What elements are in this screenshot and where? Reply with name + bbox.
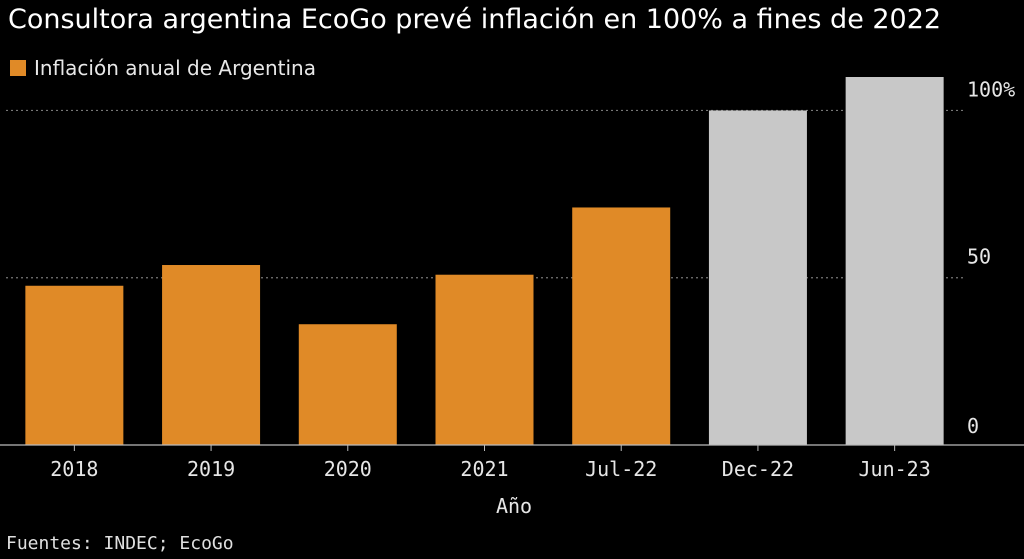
x-tick-label: 2019 (187, 457, 235, 481)
bar-2019 (162, 265, 261, 445)
bar-2020 (298, 324, 397, 445)
axes (0, 444, 1024, 451)
x-tick-label: 2018 (50, 457, 98, 481)
x-tick-label: 2020 (324, 457, 372, 481)
x-tick-label: 2021 (460, 457, 508, 481)
legend-label: Inflación anual de Argentina (34, 56, 316, 80)
y-tick-label: 0 (967, 414, 979, 438)
x-tick-label: Jun-23 (859, 457, 931, 481)
bar-2018 (25, 285, 124, 445)
bars (25, 77, 944, 446)
tick-labels: 0 50 100% 2018 2019 2020 2021 Jul-22 Dec-22 Jun-2… (50, 77, 1015, 518)
y-tick-label: 50 (967, 245, 991, 269)
legend: Inflación anual de Argentina (10, 56, 316, 80)
chart-title: Consultora argentina EcoGo prevé inflaci… (8, 4, 942, 35)
gridlines (6, 109, 963, 279)
x-tick-label: Jul-22 (585, 457, 657, 481)
bar-jun-23 (845, 77, 944, 445)
legend-swatch (10, 60, 26, 76)
y-tick-label: 100% (967, 77, 1015, 101)
x-axis-title: Año (496, 494, 532, 518)
bar-jul-22 (572, 207, 671, 445)
bar-dec-22 (708, 110, 807, 446)
source-note: Fuentes: INDEC; EcoGo (6, 533, 234, 554)
x-tick-label: Dec-22 (722, 457, 794, 481)
bar-2021 (435, 274, 534, 445)
